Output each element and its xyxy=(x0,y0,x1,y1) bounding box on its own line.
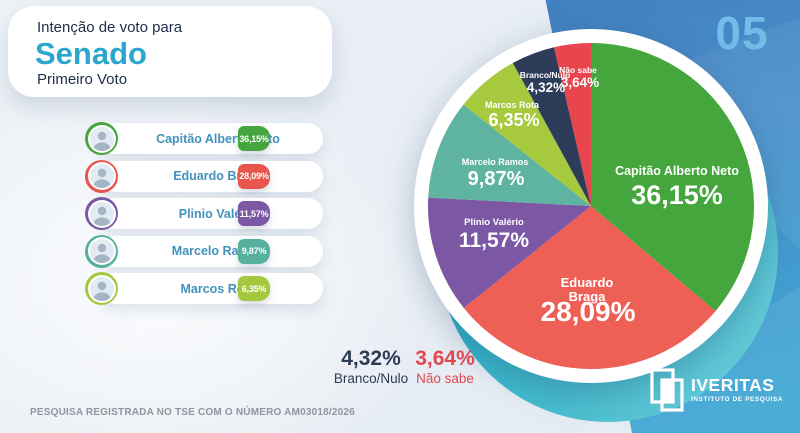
candidate-pct-badge: 9,87% xyxy=(238,238,270,264)
title-card: Intenção de voto para Senado Primeiro Vo… xyxy=(8,6,332,97)
candidate-row: Capitão Alberto Neto 36,15% xyxy=(85,122,323,155)
page-title: Senado xyxy=(35,36,147,71)
person-icon xyxy=(89,239,114,263)
candidate-avatar xyxy=(85,159,118,193)
pie-label-value: 36,15% xyxy=(631,180,723,210)
pie-label-name: Não sabe xyxy=(559,65,597,75)
candidate-row: Eduardo Braga 28,09% xyxy=(85,159,323,193)
pie-label-value: 28,09% xyxy=(540,296,636,327)
pie-label-name: Marcos Rota xyxy=(484,100,539,110)
iveritas-logo: IVERITAS INSTITUTO DE PESQUISA xyxy=(650,368,783,412)
pie-slice xyxy=(428,197,591,308)
candidate-avatar xyxy=(85,197,118,230)
person-icon xyxy=(89,164,114,188)
tse-registration-note: PESQUISA REGISTRADA NO TSE COM O NÚMERO … xyxy=(30,407,355,418)
pie-label-value: 11,57% xyxy=(458,229,530,252)
page-number: 05 xyxy=(715,7,769,59)
pie-label-value: 3,64% xyxy=(560,75,600,90)
pie-slice xyxy=(512,47,591,206)
title-eyebrow: Intenção de voto para xyxy=(37,19,183,36)
stat-value: 4,32% xyxy=(341,347,401,370)
person-icon xyxy=(89,201,114,226)
candidate-name: Plinio Valério xyxy=(178,206,258,221)
stat-label: Não sabe xyxy=(416,371,474,386)
stat-branco-nulo: 4,32% Branco/Nulo xyxy=(328,347,414,386)
pie-label-name: Branco/Nulo xyxy=(519,70,571,80)
candidate-name-pill: Plinio Valério xyxy=(99,198,323,229)
pie-label-name: Marcelo Ramos xyxy=(461,157,529,167)
person-icon xyxy=(89,126,114,151)
pie-slice xyxy=(428,104,591,206)
pie-chart xyxy=(414,29,768,383)
pie-label-value: 4,32% xyxy=(526,80,566,95)
candidate-row: Plinio Valério 11,57% xyxy=(85,197,323,230)
stat-label: Branco/Nulo xyxy=(333,371,409,386)
candidate-pct-badge: 11,57% xyxy=(238,201,270,226)
logo-text: IVERITAS INSTITUTO DE PESQUISA xyxy=(691,374,784,404)
stat-value: 3,64% xyxy=(415,347,475,370)
candidate-name-pill: Marcos Rota xyxy=(99,273,323,304)
pie-label-value: 6,35% xyxy=(488,110,540,130)
stat-nao-sabe: 3,64% Não sabe xyxy=(412,347,478,386)
pie-slice xyxy=(591,43,754,312)
person-icon xyxy=(89,276,114,301)
candidate-avatar xyxy=(85,272,118,305)
pie-label-name: Capitão Alberto Neto xyxy=(615,164,739,178)
pie-slice xyxy=(554,43,591,206)
candidate-row: Marcos Rota 6,35% xyxy=(85,272,323,305)
candidate-pct-badge: 28,09% xyxy=(238,163,270,189)
candidate-pct-badge: 6,35% xyxy=(238,276,270,301)
pie-label-value: 9,87% xyxy=(467,168,525,190)
title-subtitle: Primeiro Voto xyxy=(37,71,128,88)
pie-label-name: Plínio Valério xyxy=(464,217,524,228)
candidate-name-pill: Eduardo Braga xyxy=(99,160,323,192)
pie-label-name: Eduardo Braga xyxy=(560,275,614,305)
candidate-avatar xyxy=(85,122,118,155)
pie-slice xyxy=(463,62,591,206)
logo-tagline: INSTITUTO DE PESQUISA xyxy=(691,396,784,404)
candidate-name-pill: Capitão Alberto Neto xyxy=(99,123,323,154)
candidate-list: Capitão Alberto Neto 36,15% Eduardo Brag… xyxy=(85,122,323,310)
candidate-pct-badge: 36,15% xyxy=(238,126,270,151)
logo-name: IVERITAS xyxy=(691,374,775,395)
candidate-row: Marcelo Ramos 9,87% xyxy=(85,234,323,268)
pie-slice xyxy=(463,206,716,369)
iveritas-logo-icon xyxy=(650,368,684,412)
candidate-name-pill: Marcelo Ramos xyxy=(99,235,323,267)
candidate-avatar xyxy=(85,234,118,268)
candidate-name: Marcos Rota xyxy=(180,281,256,296)
